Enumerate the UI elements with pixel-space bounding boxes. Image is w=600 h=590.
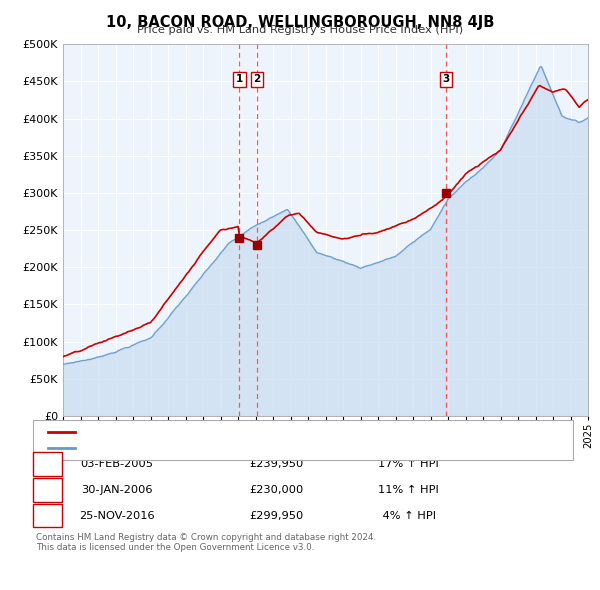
Text: 17% ↑ HPI: 17% ↑ HPI bbox=[377, 459, 439, 468]
Text: 10, BACON ROAD, WELLINGBOROUGH, NN8 4JB: 10, BACON ROAD, WELLINGBOROUGH, NN8 4JB bbox=[106, 15, 494, 30]
Text: 11% ↑ HPI: 11% ↑ HPI bbox=[377, 485, 439, 494]
Text: 1: 1 bbox=[43, 457, 52, 470]
Text: 1: 1 bbox=[236, 74, 243, 84]
Text: 3: 3 bbox=[43, 509, 52, 522]
Text: Price paid vs. HM Land Registry's House Price Index (HPI): Price paid vs. HM Land Registry's House … bbox=[137, 25, 463, 35]
Text: This data is licensed under the Open Government Licence v3.0.: This data is licensed under the Open Gov… bbox=[36, 543, 314, 552]
Text: 10, BACON ROAD, WELLINGBOROUGH, NN8 4JB (detached house): 10, BACON ROAD, WELLINGBOROUGH, NN8 4JB … bbox=[79, 427, 413, 437]
Text: HPI: Average price, detached house, North Northamptonshire: HPI: Average price, detached house, Nort… bbox=[79, 443, 389, 453]
Text: 2: 2 bbox=[253, 74, 260, 84]
Text: 3: 3 bbox=[443, 74, 450, 84]
Text: 30-JAN-2006: 30-JAN-2006 bbox=[81, 485, 153, 494]
Text: £239,950: £239,950 bbox=[249, 459, 303, 468]
Text: £230,000: £230,000 bbox=[249, 485, 303, 494]
Text: 25-NOV-2016: 25-NOV-2016 bbox=[79, 511, 155, 520]
Text: 03-FEB-2005: 03-FEB-2005 bbox=[80, 459, 154, 468]
Text: 2: 2 bbox=[43, 483, 52, 496]
Text: Contains HM Land Registry data © Crown copyright and database right 2024.: Contains HM Land Registry data © Crown c… bbox=[36, 533, 376, 542]
Text: £299,950: £299,950 bbox=[249, 511, 303, 520]
Text: 4% ↑ HPI: 4% ↑ HPI bbox=[379, 511, 437, 520]
